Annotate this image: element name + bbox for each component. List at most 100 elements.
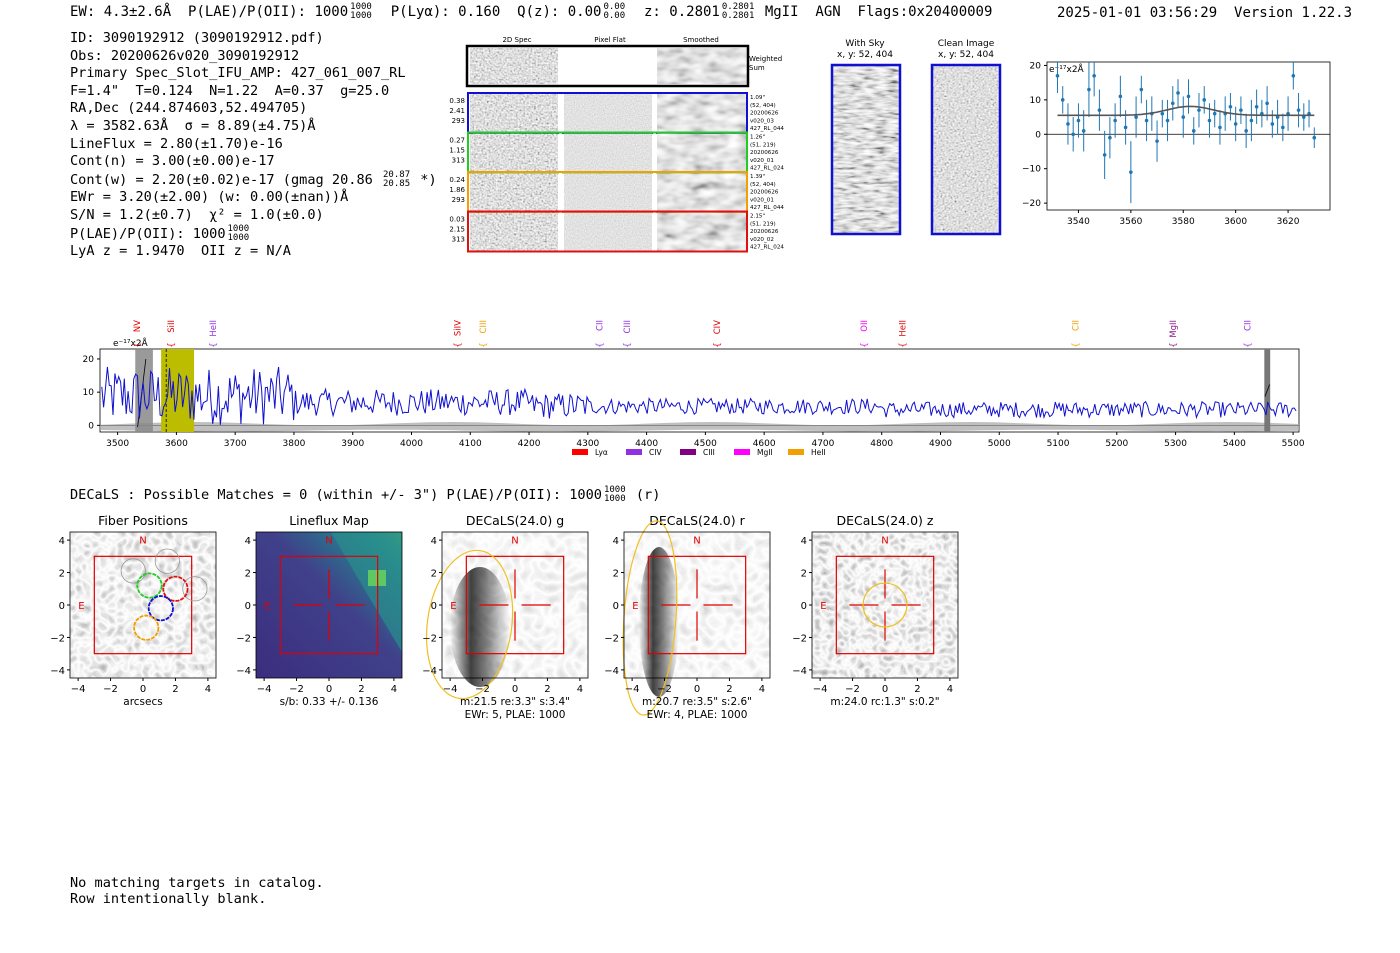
- spectrum-x-tick-label: 4300: [576, 439, 599, 449]
- cutout-meta: v020_03: [750, 118, 774, 124]
- spectrum-x-tick-label: 3500: [106, 439, 129, 449]
- zoom-point: [1076, 118, 1081, 123]
- cutout-meta: 20200626: [750, 190, 779, 196]
- cutout-meta: 1.39": [750, 174, 765, 180]
- cutout-meta: 20200626: [750, 150, 779, 156]
- east-label: E: [450, 601, 456, 612]
- imaging-panel: Lineflux Map N E −4 −4 −2 −2 0 0 2 2 4 4 s/b: 0.33 +/…: [236, 513, 403, 708]
- panel-y-tick-label: 2: [431, 569, 437, 580]
- plya-value: P(Lyα): 0.160: [390, 4, 501, 20]
- col-2d-spec: 2D Spec: [502, 36, 531, 44]
- spectrum-error-band: [100, 421, 1299, 432]
- galaxy-streak: [639, 547, 679, 697]
- decals-summary: DECaLS : Possible Matches = 0 (within +/…: [70, 485, 661, 504]
- info-lya: LyA z = 1.9470 OII z = N/A: [70, 243, 291, 260]
- panel-y-tick-label: 0: [59, 601, 65, 612]
- spectrum-x-tick-label: 4500: [694, 439, 717, 449]
- legend-label: CIII: [703, 448, 715, 457]
- zoom-point: [1055, 73, 1060, 78]
- spectrum-x-tick-label: 5000: [988, 439, 1011, 449]
- fiber-circle: [120, 558, 146, 584]
- cutout-2d-image: [470, 173, 558, 211]
- info-radec: RA,Dec (244.874603,52.494705): [70, 100, 308, 117]
- ew-value: EW: 4.3±2.6Å: [70, 4, 172, 20]
- cutout-value-2: 1.86: [449, 186, 465, 194]
- plae-fraction: 1000 1000: [350, 2, 372, 21]
- panel-x-tick-label: −4: [813, 684, 828, 695]
- cutout-image: [70, 532, 216, 678]
- zoom-x-tick-label: 3580: [1172, 217, 1195, 227]
- north-label: N: [511, 535, 518, 546]
- footer-line-1: No matching targets in catalog.: [70, 875, 324, 891]
- cutout-meta: 427_RL_024: [750, 245, 784, 251]
- spectrum-x-tick-label: 4100: [459, 439, 482, 449]
- panel-caption: m:24.0 rc:1.3" s:0.2": [830, 696, 939, 708]
- zoom-point: [1291, 73, 1296, 78]
- zoom-point: [1281, 125, 1285, 130]
- spectrum-x-tick-label: 4700: [811, 439, 834, 449]
- spectrum-y-tick-label: 0: [88, 421, 94, 431]
- zoom-point: [1155, 139, 1159, 143]
- cutout-meta: v020_01: [750, 197, 774, 203]
- line-label: CII: [1243, 320, 1253, 331]
- panel-caption: m:21.5 re:3.3" s:3.4": [460, 696, 570, 708]
- panel-x-tick-label: −2: [475, 684, 490, 695]
- weighted-smoothed-image: [657, 48, 747, 84]
- cutout-smoothed-image: [657, 133, 747, 172]
- zoom-point: [1165, 118, 1170, 123]
- zoom-point: [1123, 125, 1128, 130]
- imaging-panel: DECaLS(24.0) r N E −4 −4 −2 −2 0 0 2 2 4 4 m:20.7 re:…: [604, 513, 771, 721]
- cutout-value-3: 313: [452, 236, 465, 244]
- aperture-box: [465, 555, 565, 655]
- spectrum-x-tick-label: 4900: [929, 439, 952, 449]
- zoom-x-tick-label: 3560: [1119, 217, 1142, 227]
- spectrum-y-tick-label: 10: [83, 388, 95, 398]
- panel-title: DECaLS(24.0) g: [466, 513, 564, 528]
- north-label: N: [693, 535, 700, 546]
- header-summary: EW: 4.3±2.6Å P(LAE)/P(OII): 1000 1000 1000…: [70, 3, 992, 21]
- info-contw: Cont(w) = 2.20(±0.02)e-17 (gmag 20.86 20…: [70, 169, 437, 189]
- with-sky-xy: x, y: 52, 404: [837, 50, 893, 60]
- panel-x-tick-label: −4: [71, 684, 86, 695]
- cutout-row: 0.27 1.15 313 1.26"(51, 219) 20200626 v020_01…: [449, 131, 784, 174]
- spectrum-x-tick-label: 3900: [341, 439, 364, 449]
- panel-y-tick-label: 0: [431, 601, 437, 612]
- panel-title: Fiber Positions: [98, 513, 188, 528]
- fiber-circle: [154, 548, 180, 574]
- plae-label: P(LAE)/P(OII): 1000: [188, 4, 349, 20]
- agn-flag: AGN: [815, 4, 841, 20]
- cutout-meta: 427_RL_044: [750, 205, 784, 211]
- zoom-x-tick-label: 3620: [1277, 217, 1300, 227]
- spectrum-x-tick-label: 3800: [283, 439, 306, 449]
- zoom-point: [1244, 129, 1248, 133]
- cutout-meta: (51, 219): [750, 221, 776, 227]
- panel-y-tick-label: 2: [59, 569, 65, 580]
- aperture-box: [93, 555, 193, 655]
- line-label: OII: [860, 320, 870, 332]
- footer-line-2: Row intentionally blank.: [70, 890, 267, 907]
- cutout-meta: 1.26": [750, 135, 765, 141]
- legend-swatch: [680, 449, 696, 455]
- legend-swatch: [734, 449, 750, 455]
- panel-x-tick-label: 2: [544, 684, 550, 695]
- line-brace: {: [860, 342, 870, 347]
- line-label: CIV: [713, 320, 723, 334]
- zoom-y-tick-label: 10: [1030, 96, 1042, 106]
- panel-x-tick-label: 2: [172, 684, 178, 695]
- panel-y-tick-label: 4: [245, 536, 251, 547]
- zoom-point: [1092, 73, 1096, 78]
- cutout-value-2: 2.15: [449, 226, 465, 234]
- col-pixel-flat: Pixel Flat: [594, 36, 626, 44]
- catalog-notes: No matching targets in catalog. Row inten…: [70, 875, 324, 907]
- panel-x-tick-label: −2: [103, 684, 118, 695]
- line-brace: {: [1243, 342, 1253, 347]
- aperture-box: [835, 555, 935, 655]
- cutout-meta: v020_01: [750, 158, 774, 164]
- zoom-point: [1249, 118, 1254, 123]
- info-id: ID: 3090192912 (3090192912.pdf): [70, 30, 324, 46]
- cutout-row: 0.03 2.15 313 2.15"(51, 219) 20200626 v020_02…: [449, 210, 784, 253]
- panel-y-tick-label: 2: [613, 569, 619, 580]
- cutout-smoothed-image: [657, 212, 747, 251]
- col-smoothed: Smoothed: [683, 36, 719, 44]
- with-sky-frame: [830, 63, 902, 236]
